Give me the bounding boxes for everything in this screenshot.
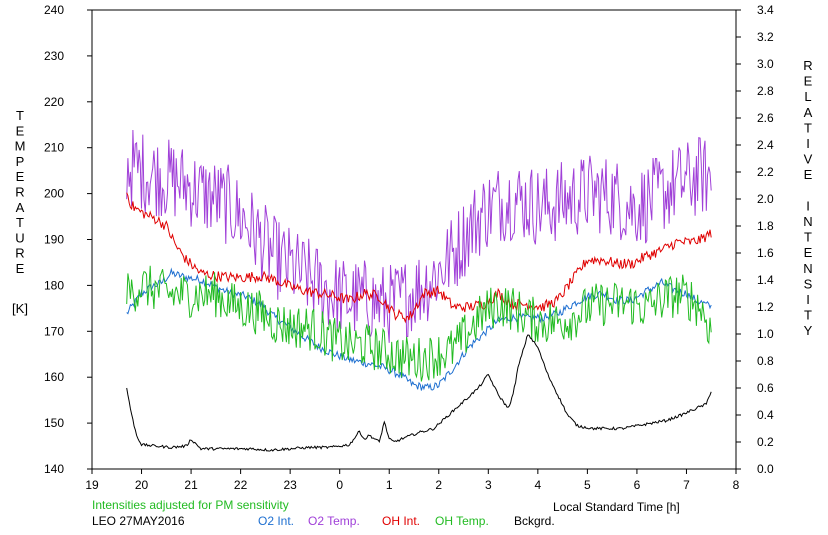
right-axis-label-letter: N: [803, 214, 812, 229]
right-axis-label-letter: T: [804, 120, 812, 135]
x-tick-label: 23: [283, 478, 297, 492]
left-tick-label: 160: [44, 370, 64, 384]
x-tick-label: 6: [634, 478, 641, 492]
right-axis-label-letter: I: [806, 292, 810, 307]
left-axis-label-letter: E: [16, 123, 25, 138]
x-tick-label: 7: [683, 478, 690, 492]
right-axis-label-letter: I: [806, 136, 810, 151]
right-tick-label: 1.2: [757, 300, 774, 314]
right-axis-label-letter: I: [806, 198, 810, 213]
x-tick-label: 0: [336, 478, 343, 492]
right-tick-label: 0.2: [757, 435, 774, 449]
left-tick-label: 140: [44, 462, 64, 476]
plot-frame-group: [91, 9, 737, 470]
right-axis-label-letter: V: [804, 152, 813, 167]
x-tick-label: 19: [85, 478, 99, 492]
station-date-label: LEO 27MAY2016: [92, 514, 185, 528]
left-axis-label-letter: P: [16, 154, 25, 169]
left-axis-label-letter: A: [16, 200, 25, 215]
right-axis-label-letter: A: [804, 105, 813, 120]
right-tick-label: 2.0: [757, 192, 774, 206]
x-tick-label: 1: [386, 478, 393, 492]
left-axis-label-letter: R: [15, 185, 24, 200]
right-tick-label: 2.4: [757, 138, 774, 152]
series-line-bckgrd: [126, 334, 712, 452]
plot-frame: [91, 9, 737, 470]
right-tick-label: 1.4: [757, 273, 774, 287]
legend-oh-int: OH Int.: [382, 514, 421, 528]
right-axis-label-letter: E: [804, 167, 813, 182]
right-axis-label-letter: R: [803, 58, 812, 73]
x-tick-label: 4: [535, 478, 542, 492]
legend-bckgrd: Bckgrd.: [514, 514, 555, 528]
right-axis-label-letter: S: [804, 276, 813, 291]
right-axis-ticks: 0.0 0.2 0.4 0.6 0.8 1.0 1.2 1.4 1.6 1.8 2.0 2.2 2.4 2…: [736, 3, 774, 476]
legend-oh-temp: OH Temp.: [435, 514, 489, 528]
right-tick-label: 2.6: [757, 111, 774, 125]
right-tick-label: 0.6: [757, 381, 774, 395]
x-axis-ticks: 19 20 21 22 23 0 1 2 3 4 5 6 7 8: [85, 469, 740, 492]
series-line-oh-int: [126, 192, 712, 324]
left-tick-label: 150: [44, 416, 64, 430]
legend-o2-temp: O2 Temp.: [308, 514, 360, 528]
series-group: [126, 129, 712, 452]
x-tick-label: 2: [435, 478, 442, 492]
right-tick-label: 0.4: [757, 408, 774, 422]
right-tick-label: 1.6: [757, 246, 774, 260]
x-tick-label: 22: [234, 478, 248, 492]
right-tick-label: 3.4: [757, 3, 774, 17]
right-axis-label-letter: T: [804, 308, 812, 323]
x-tick-label: 8: [733, 478, 740, 492]
right-tick-label: 0.8: [757, 354, 774, 368]
left-axis-ticks: 140 150 160 170 180 190 200 210 220 230 240: [44, 3, 92, 476]
left-tick-label: 230: [44, 49, 64, 63]
left-tick-label: 220: [44, 95, 64, 109]
left-axis-label-letter: E: [16, 169, 25, 184]
right-tick-label: 2.8: [757, 84, 774, 98]
left-axis-label-letter: R: [15, 246, 24, 261]
left-axis-label-letter: E: [16, 261, 25, 276]
left-axis-label-letter: M: [15, 139, 26, 154]
right-tick-label: 1.0: [757, 327, 774, 341]
x-tick-label: 20: [135, 478, 149, 492]
x-tick-label: 3: [485, 478, 492, 492]
series-line-o2-temp: [126, 129, 712, 343]
x-axis-label: Local Standard Time [h]: [553, 500, 680, 514]
left-axis-label-letter: U: [15, 230, 24, 245]
x-tick-label: 21: [184, 478, 198, 492]
right-tick-label: 1.8: [757, 219, 774, 233]
left-tick-label: 170: [44, 324, 64, 338]
right-axis-label-letter: E: [804, 245, 813, 260]
right-tick-label: 2.2: [757, 165, 774, 179]
right-axis-label-letter: Y: [804, 323, 813, 338]
right-tick-label: 3.0: [757, 57, 774, 71]
right-axis-label-letter: E: [804, 74, 813, 89]
left-axis-label-letter: T: [16, 215, 24, 230]
left-axis-unit: [K]: [12, 301, 28, 316]
left-tick-label: 240: [44, 3, 64, 17]
right-axis-label-letter: N: [803, 261, 812, 276]
left-tick-label: 200: [44, 187, 64, 201]
right-tick-label: 3.2: [757, 30, 774, 44]
right-axis-label-letter: L: [804, 89, 811, 104]
pm-sensitivity-note: Intensities adjusted for PM sensitivity: [92, 498, 289, 512]
left-tick-label: 190: [44, 233, 64, 247]
x-tick-label: 5: [584, 478, 591, 492]
right-axis-label-letter: T: [804, 230, 812, 245]
legend-o2-int: O2 Int.: [258, 514, 295, 528]
series-line-oh-temp: [126, 265, 712, 382]
right-tick-label: 0.0: [757, 462, 774, 476]
left-tick-label: 210: [44, 141, 64, 155]
left-tick-label: 180: [44, 278, 64, 292]
left-axis-label-letter: T: [16, 108, 24, 123]
